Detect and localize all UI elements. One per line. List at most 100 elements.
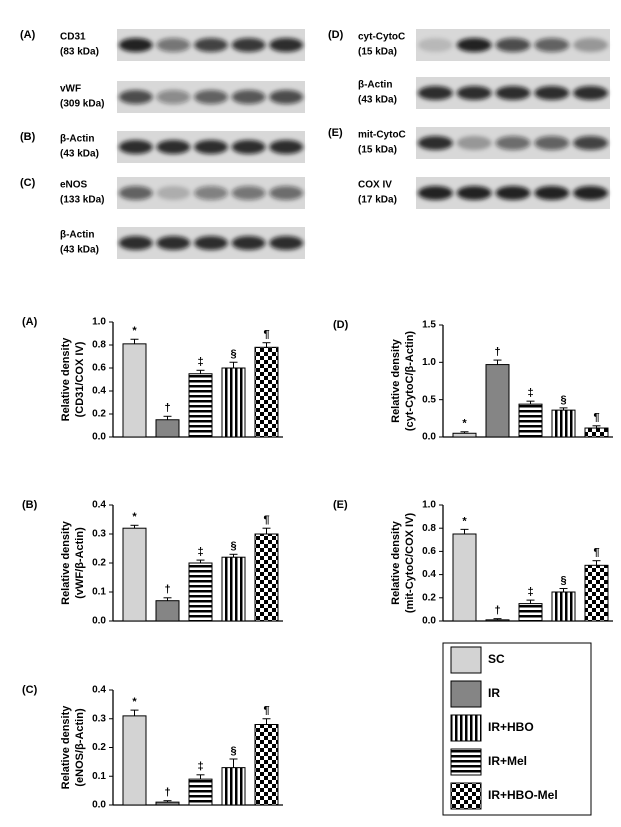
- significance-mark: *: [462, 418, 467, 430]
- legend-swatch: [450, 782, 482, 810]
- legend-swatch: [450, 714, 482, 742]
- y-tick-label: 0.6: [422, 546, 436, 557]
- y-tick-label: 0.1: [92, 587, 106, 598]
- protein-label: CD31: [60, 32, 86, 43]
- bar: [254, 724, 279, 806]
- y-axis-label: Relative density: [390, 338, 402, 423]
- bar: [452, 432, 477, 438]
- blot-band: [573, 136, 609, 150]
- y-axis-label: Relative density: [60, 337, 72, 422]
- blot-band: [269, 140, 304, 154]
- y-tick-label: 0.2: [92, 742, 106, 753]
- blot-band: [118, 38, 153, 52]
- protein-size: (309 kDa): [60, 99, 104, 110]
- blot-band: [417, 38, 453, 52]
- y-axis-label: (eNOS/β-Actin): [74, 708, 86, 787]
- y-tick-label: 0.1: [92, 771, 106, 782]
- y-tick-label: 1.0: [422, 357, 436, 368]
- protein-label: vWF: [60, 84, 81, 95]
- protein-size: (43 kDa): [60, 245, 99, 256]
- y-tick-label: 0.2: [422, 592, 436, 603]
- panel-label: (E): [333, 499, 348, 511]
- blot-band: [495, 38, 531, 52]
- legend-swatch: [450, 646, 482, 674]
- blot-band: [534, 136, 570, 150]
- panel-label: (B): [20, 131, 36, 143]
- blot-band: [156, 186, 191, 200]
- significance-mark: §: [230, 540, 236, 552]
- bar: [518, 603, 543, 622]
- bar: [122, 343, 147, 438]
- protein-size: (83 kDa): [60, 47, 99, 58]
- protein-label: β-Actin: [60, 134, 94, 145]
- y-axis-label: Relative density: [60, 520, 72, 605]
- blot-band: [495, 136, 531, 150]
- blot-band: [269, 90, 304, 104]
- bar: [122, 715, 147, 806]
- blot-band: [231, 38, 266, 52]
- blot-band: [534, 186, 570, 200]
- blot-band: [456, 86, 492, 100]
- blot-band: [534, 38, 570, 52]
- significance-mark: ¶: [263, 705, 269, 717]
- blot-band: [456, 136, 492, 150]
- protein-label: mit-CytoC: [358, 130, 406, 141]
- y-tick-label: 0.4: [92, 500, 106, 511]
- y-axis-label: (vWF/β-Actin): [74, 527, 86, 599]
- blot-band: [417, 136, 453, 150]
- bar: [551, 591, 576, 622]
- blot-band: [495, 186, 531, 200]
- blot-band: [156, 38, 191, 52]
- panel-label: (E): [328, 127, 343, 139]
- blot-band: [231, 140, 266, 154]
- blot-band: [156, 140, 191, 154]
- blot-band: [194, 90, 228, 104]
- protein-size: (43 kDa): [60, 149, 99, 160]
- blot-band: [118, 90, 153, 104]
- bar: [485, 619, 510, 622]
- significance-mark: §: [230, 348, 236, 360]
- bar: [452, 533, 477, 622]
- significance-mark: *: [132, 511, 137, 523]
- y-tick-label: 1.0: [92, 317, 106, 328]
- panel-label: (C): [20, 177, 36, 189]
- y-axis-label: Relative density: [390, 520, 402, 605]
- blot-band: [231, 236, 266, 250]
- panel-label: (A): [22, 316, 38, 328]
- blot-band: [194, 186, 228, 200]
- bar: [155, 600, 180, 622]
- legend-label: SC: [488, 652, 505, 666]
- y-tick-label: 0.0: [422, 432, 436, 443]
- blot-band: [534, 86, 570, 100]
- significance-mark: *: [462, 515, 467, 527]
- y-tick-label: 0.0: [422, 616, 436, 627]
- blot-band: [417, 186, 453, 200]
- blot-band: [194, 140, 228, 154]
- significance-mark: ¶: [263, 329, 269, 341]
- y-tick-label: 0.8: [92, 340, 106, 351]
- bar: [551, 409, 576, 438]
- bar: [221, 556, 246, 622]
- y-tick-label: 0.0: [92, 800, 106, 811]
- panel-label: (D): [333, 319, 349, 331]
- blot-band: [573, 38, 609, 52]
- blot-band: [495, 86, 531, 100]
- blot-band: [269, 236, 304, 250]
- panel-label: (D): [328, 29, 344, 41]
- blot-band: [156, 236, 191, 250]
- y-axis-label: Relative density: [60, 705, 72, 790]
- y-tick-label: 0.5: [422, 394, 436, 405]
- protein-size: (17 kDa): [358, 195, 397, 206]
- bar: [188, 778, 213, 806]
- bar: [221, 767, 246, 806]
- bar: [254, 533, 279, 622]
- panel-label: (C): [22, 684, 38, 696]
- bar: [584, 564, 609, 622]
- protein-label: β-Actin: [358, 80, 392, 91]
- blot-band: [573, 86, 609, 100]
- y-axis-label: (cyt-CytoC/β-Actin): [404, 331, 416, 432]
- bar: [155, 801, 180, 806]
- bar: [221, 367, 246, 438]
- blot-band: [118, 236, 153, 250]
